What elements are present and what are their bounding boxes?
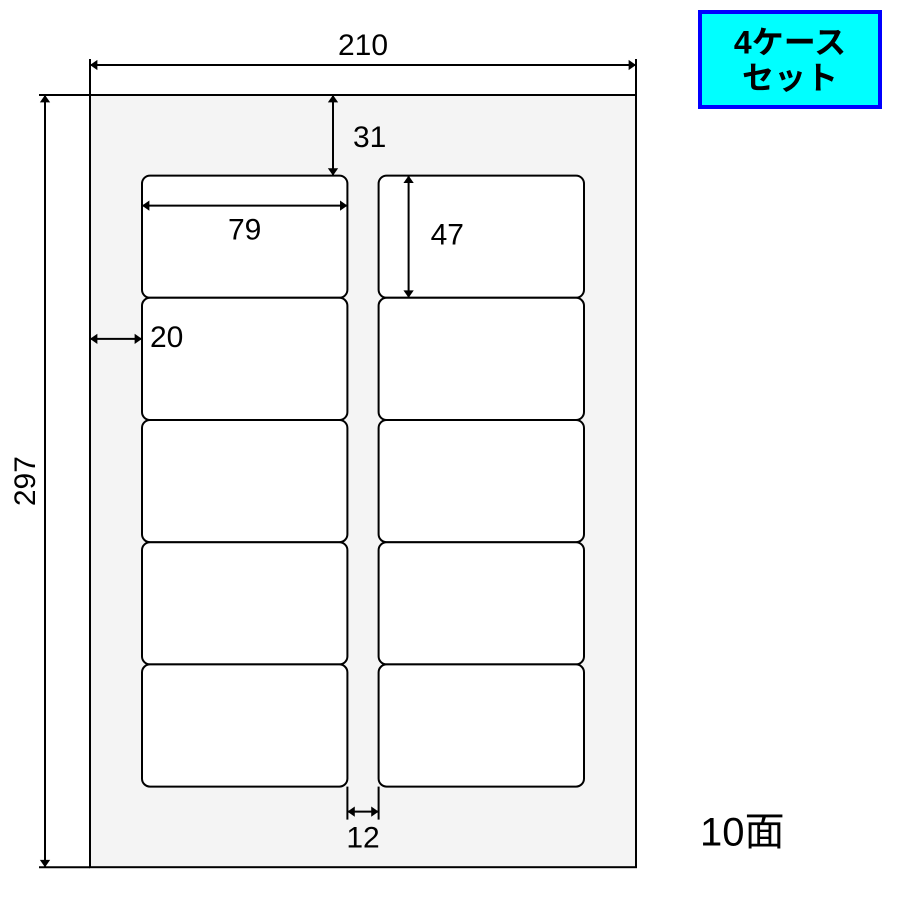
- dim-label-width: 79: [228, 214, 261, 247]
- promo-badge-line1: 4ケース: [734, 25, 846, 61]
- label-cell: [379, 664, 584, 786]
- dim-sheet-height: 297: [9, 456, 42, 506]
- dim-margin-top: 31: [353, 121, 386, 154]
- label-cell: [379, 420, 584, 542]
- dim-label-height: 47: [431, 219, 464, 252]
- promo-badge-line2: セット: [742, 60, 838, 96]
- label-cell: [142, 664, 347, 786]
- caption-faces: 10面: [700, 811, 785, 855]
- label-cell: [379, 542, 584, 664]
- dim-margin-left: 20: [150, 321, 183, 354]
- dim-sheet-width: 210: [338, 29, 388, 62]
- label-cell: [142, 542, 347, 664]
- label-cell: [142, 420, 347, 542]
- label-cell: [142, 298, 347, 420]
- label-cell: [379, 298, 584, 420]
- dim-gap-x: 12: [346, 822, 379, 855]
